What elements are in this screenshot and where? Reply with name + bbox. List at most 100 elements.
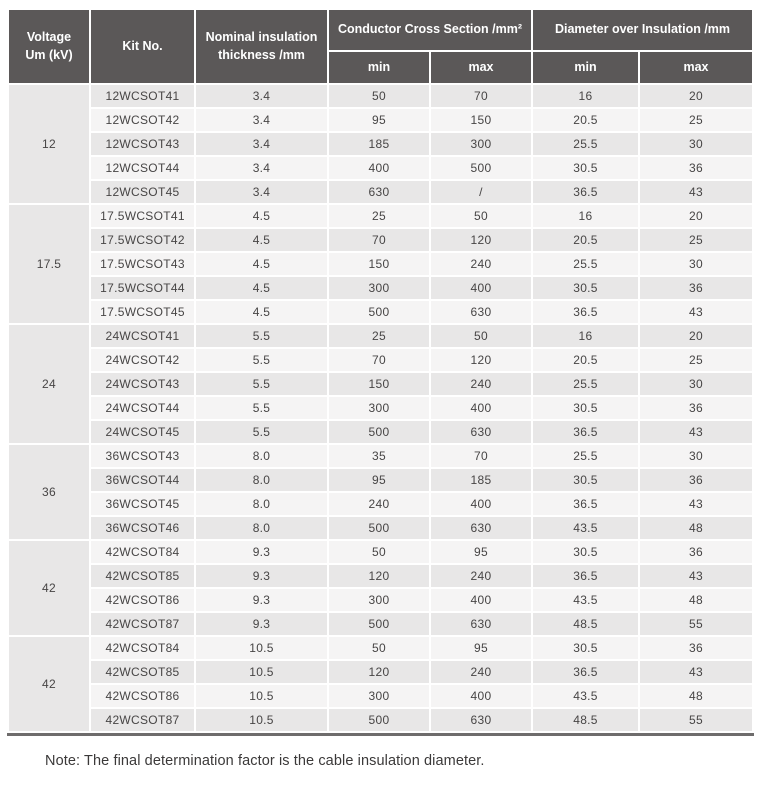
table-row: 24WCSOT45 5.5 500 630 36.5 43: [9, 421, 752, 443]
conductor-max-cell: 120: [431, 229, 531, 251]
thickness-cell: 4.5: [196, 205, 327, 227]
table-row: 24WCSOT44 5.5 300 400 30.5 36: [9, 397, 752, 419]
kit-no-cell: 42WCSOT87: [91, 709, 194, 731]
diameter-min-cell: 30.5: [533, 277, 638, 299]
table-row: 42WCSOT85 9.3 120 240 36.5 43: [9, 565, 752, 587]
header-diameter-over-insulation: Diameter over Insulation /mm: [533, 10, 752, 50]
diameter-max-cell: 48: [640, 517, 752, 539]
table-header: Voltage Um (kV) Kit No. Nominal insulati…: [9, 10, 752, 83]
conductor-min-cell: 500: [329, 517, 429, 539]
diameter-min-cell: 36.5: [533, 493, 638, 515]
table-row: 17.5WCSOT44 4.5 300 400 30.5 36: [9, 277, 752, 299]
conductor-min-cell: 300: [329, 277, 429, 299]
conductor-min-cell: 120: [329, 565, 429, 587]
diameter-max-cell: 55: [640, 613, 752, 635]
conductor-max-cell: 400: [431, 493, 531, 515]
diameter-max-cell: 25: [640, 109, 752, 131]
header-diameter-min: min: [533, 52, 638, 83]
thickness-cell: 8.0: [196, 445, 327, 467]
header-voltage: Voltage Um (kV): [9, 10, 89, 83]
voltage-group-cell: 36: [9, 445, 89, 539]
thickness-cell: 9.3: [196, 613, 327, 635]
kit-no-cell: 36WCSOT43: [91, 445, 194, 467]
table-row: 36WCSOT46 8.0 500 630 43.5 48: [9, 517, 752, 539]
kit-no-cell: 36WCSOT45: [91, 493, 194, 515]
thickness-cell: 10.5: [196, 685, 327, 707]
table-row: 17.5 17.5WCSOT41 4.5 25 50 16 20: [9, 205, 752, 323]
conductor-min-cell: 400: [329, 157, 429, 179]
conductor-max-cell: 400: [431, 685, 531, 707]
conductor-min-cell: 25: [329, 205, 429, 227]
diameter-min-cell: 36.5: [533, 565, 638, 587]
diameter-min-cell: 16: [533, 325, 638, 347]
diameter-max-cell: 43: [640, 565, 752, 587]
header-nominal-thickness: Nominal insulation thickness /mm: [196, 10, 327, 83]
diameter-max-cell: 30: [640, 373, 752, 395]
thickness-cell: 5.5: [196, 373, 327, 395]
kit-no-cell: 12WCSOT44: [91, 157, 194, 179]
diameter-min-cell: 20.5: [533, 109, 638, 131]
conductor-min-cell: 630: [329, 181, 429, 203]
conductor-max-cell: 240: [431, 253, 531, 275]
conductor-min-cell: 70: [329, 349, 429, 371]
diameter-min-cell: 36.5: [533, 421, 638, 443]
diameter-max-cell: 36: [640, 157, 752, 179]
conductor-min-cell: 35: [329, 445, 429, 467]
conductor-min-cell: 150: [329, 253, 429, 275]
conductor-min-cell: 500: [329, 421, 429, 443]
conductor-min-cell: 70: [329, 229, 429, 251]
table-row: 42WCSOT86 10.5 300 400 43.5 48: [9, 685, 752, 707]
diameter-max-cell: 20: [640, 85, 752, 107]
thickness-cell: 5.5: [196, 349, 327, 371]
thickness-cell: 3.4: [196, 181, 327, 203]
table-row: 12WCSOT43 3.4 185 300 25.5 30: [9, 133, 752, 155]
conductor-min-cell: 500: [329, 613, 429, 635]
conductor-max-cell: 50: [431, 325, 531, 347]
table-row: 17.5WCSOT42 4.5 70 120 20.5 25: [9, 229, 752, 251]
kit-no-cell: 12WCSOT45: [91, 181, 194, 203]
diameter-min-cell: 25.5: [533, 253, 638, 275]
kit-no-cell: 42WCSOT84: [91, 637, 194, 659]
thickness-cell: 3.4: [196, 109, 327, 131]
conductor-max-cell: 120: [431, 349, 531, 371]
voltage-group-cell: 24: [9, 325, 89, 443]
conductor-max-cell: 630: [431, 421, 531, 443]
header-conductor-min: min: [329, 52, 429, 83]
table-row: 36WCSOT44 8.0 95 185 30.5 36: [9, 469, 752, 491]
header-nominal-line1: Nominal insulation: [205, 30, 318, 44]
conductor-max-cell: /: [431, 181, 531, 203]
kit-no-cell: 17.5WCSOT43: [91, 253, 194, 275]
conductor-min-cell: 50: [329, 85, 429, 107]
conductor-max-cell: 50: [431, 205, 531, 227]
table-row: 42WCSOT87 9.3 500 630 48.5 55: [9, 613, 752, 635]
kit-no-cell: 17.5WCSOT42: [91, 229, 194, 251]
conductor-max-cell: 240: [431, 565, 531, 587]
diameter-max-cell: 43: [640, 661, 752, 683]
header-kit-no: Kit No.: [91, 10, 194, 83]
kit-no-cell: 17.5WCSOT41: [91, 205, 194, 227]
table-row: 42WCSOT87 10.5 500 630 48.5 55: [9, 709, 752, 731]
kit-no-cell: 12WCSOT43: [91, 133, 194, 155]
diameter-max-cell: 43: [640, 181, 752, 203]
diameter-max-cell: 25: [640, 229, 752, 251]
table-row: 12WCSOT45 3.4 630/36.5 43: [9, 181, 752, 203]
conductor-max-cell: 630: [431, 517, 531, 539]
diameter-max-cell: 36: [640, 397, 752, 419]
diameter-min-cell: 25.5: [533, 445, 638, 467]
conductor-max-cell: 240: [431, 373, 531, 395]
conductor-min-cell: 240: [329, 493, 429, 515]
header-voltage-line2: Um (kV): [25, 47, 73, 62]
conductor-max-cell: 630: [431, 301, 531, 323]
diameter-max-cell: 36: [640, 541, 752, 563]
conductor-min-cell: 500: [329, 709, 429, 731]
table-row: 24WCSOT42 5.5 70 120 20.5 25: [9, 349, 752, 371]
kit-no-cell: 42WCSOT87: [91, 613, 194, 635]
conductor-max-cell: 630: [431, 613, 531, 635]
thickness-cell: 9.3: [196, 565, 327, 587]
diameter-max-cell: 36: [640, 277, 752, 299]
conductor-min-cell: 300: [329, 685, 429, 707]
diameter-min-cell: 30.5: [533, 541, 638, 563]
thickness-cell: 10.5: [196, 709, 327, 731]
thickness-cell: 3.4: [196, 157, 327, 179]
kit-no-cell: 24WCSOT41: [91, 325, 194, 347]
